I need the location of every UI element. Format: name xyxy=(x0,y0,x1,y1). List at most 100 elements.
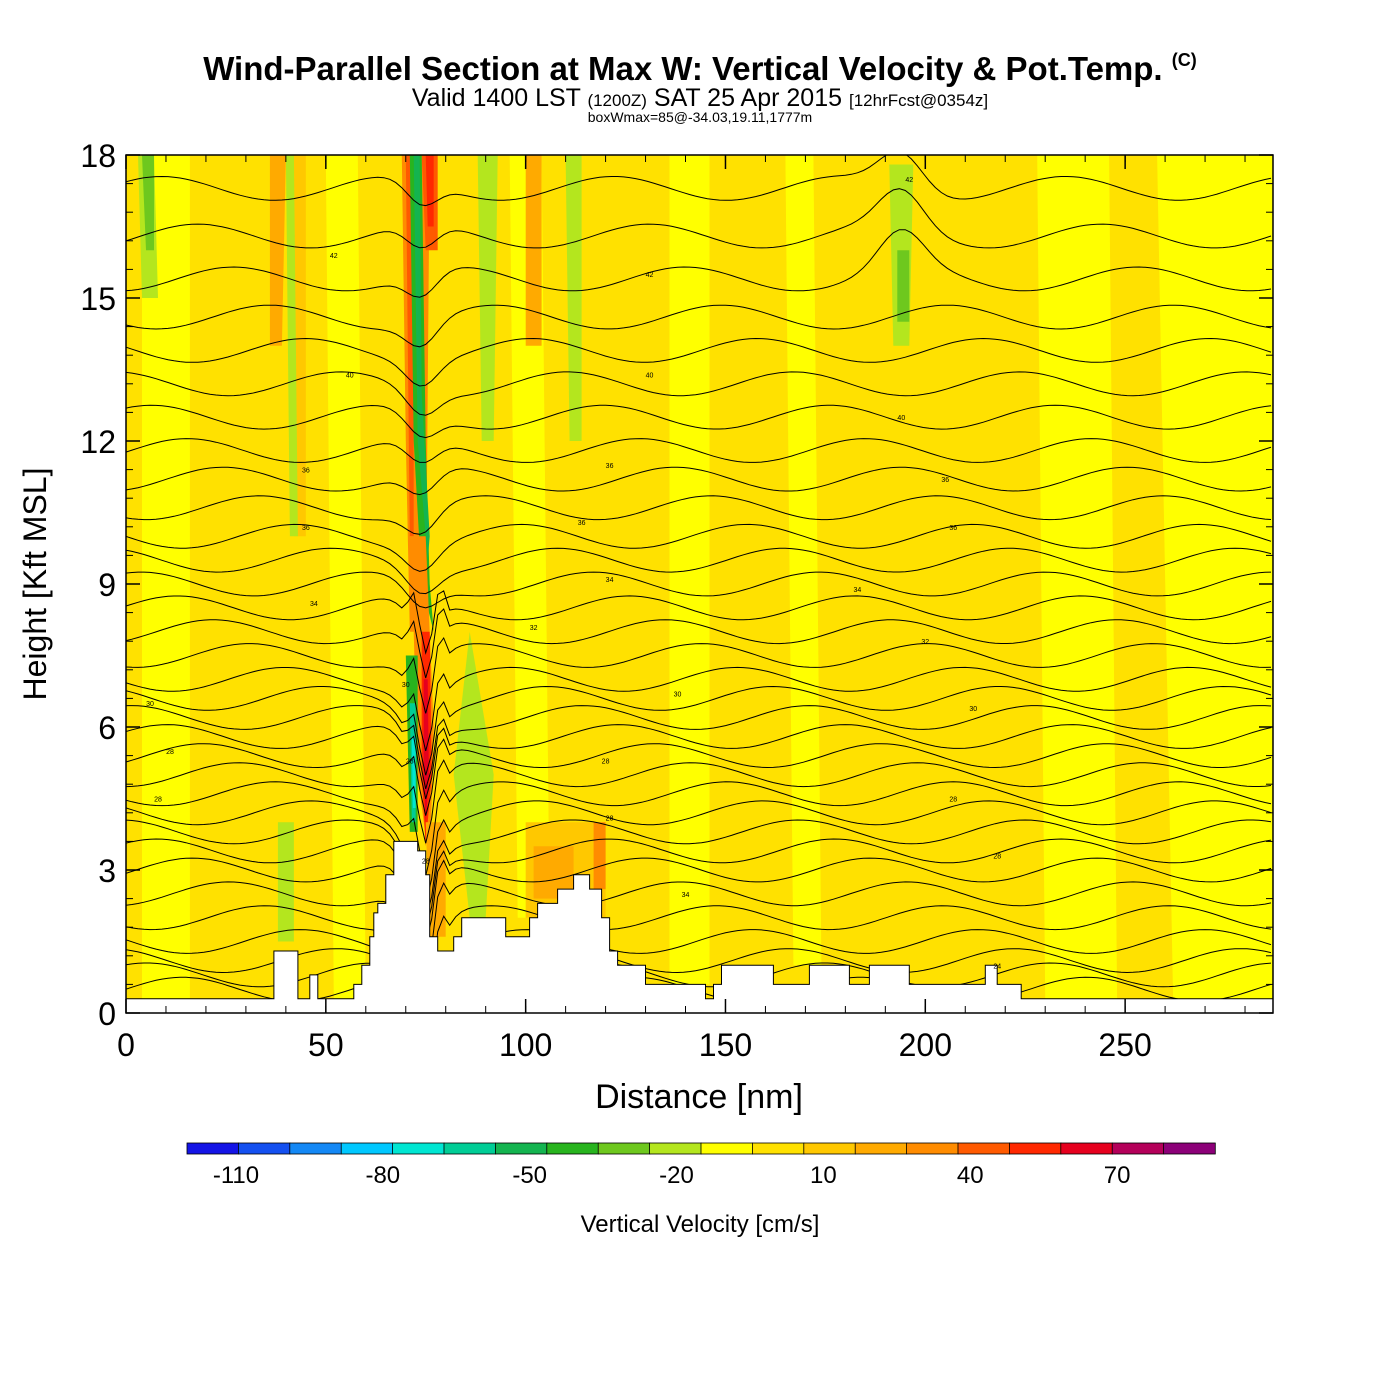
contour-label: 28 xyxy=(154,797,162,804)
theta-contour xyxy=(126,155,1272,207)
contour-label: 32 xyxy=(921,639,929,646)
colorbar-swatch xyxy=(1111,1142,1165,1155)
theta-contour xyxy=(126,404,1272,439)
theta-contour xyxy=(126,857,1272,944)
contour-label: 34 xyxy=(310,601,318,608)
contour-label: 36 xyxy=(941,477,949,484)
chart-title: Wind-Parallel Section at Max W: Vertical… xyxy=(203,50,1197,87)
x-axis-label: Distance [nm] xyxy=(595,1078,803,1116)
velocity-region xyxy=(142,155,154,251)
contour-label: 30 xyxy=(969,706,977,713)
colorbar-swatch xyxy=(803,1142,856,1155)
contour-label: 28 xyxy=(166,749,174,756)
contour-label: 42 xyxy=(905,177,913,184)
colorbar-swatch xyxy=(649,1142,702,1155)
colorbar-swatch xyxy=(906,1142,959,1155)
colorbar-tick-label: -80 xyxy=(365,1162,400,1189)
contour-label: 36 xyxy=(606,463,614,470)
y-tick-label: 9 xyxy=(98,567,116,603)
y-tick-label: 6 xyxy=(98,710,116,746)
theta-contour xyxy=(126,838,1272,930)
colorbar-swatch xyxy=(443,1142,497,1155)
x-tick-label: 200 xyxy=(899,1027,952,1063)
contour-label: 36 xyxy=(578,520,586,527)
colorbar-tick-label: -50 xyxy=(512,1162,547,1189)
colorbar-swatch xyxy=(854,1142,908,1155)
theta-contour xyxy=(126,948,1272,1013)
velocity-region xyxy=(325,155,366,999)
theta-contour xyxy=(126,495,1272,535)
theta-contour xyxy=(126,881,1272,974)
x-tick-label: 50 xyxy=(308,1027,344,1063)
contour-label: 28 xyxy=(606,816,614,823)
theta-contour xyxy=(126,705,1272,790)
contour-label: 40 xyxy=(346,372,354,379)
colorbar-swatch xyxy=(289,1142,342,1155)
contour-label: 36 xyxy=(302,468,310,475)
y-tick-label: 15 xyxy=(80,281,116,317)
velocity-region xyxy=(453,631,494,918)
theta-contour xyxy=(126,371,1272,416)
velocity-region xyxy=(277,822,294,942)
theta-contour xyxy=(126,905,1272,1012)
velocity-region xyxy=(269,155,286,346)
theta-contour xyxy=(126,571,1272,609)
theta-contour xyxy=(126,547,1272,595)
contour-label: 34 xyxy=(606,577,614,584)
contour-label: 32 xyxy=(530,625,538,632)
theta-contour xyxy=(126,229,1272,298)
velocity-region xyxy=(477,155,498,441)
colorbar-swatch xyxy=(1163,1142,1216,1155)
x-tick-label: 0 xyxy=(117,1027,135,1063)
copyright-mark: (C) xyxy=(1171,50,1197,70)
theta-contour xyxy=(126,337,1272,387)
theta-contour xyxy=(126,759,1272,844)
colorbar-swatch xyxy=(1009,1142,1062,1155)
velocity-region xyxy=(533,846,574,899)
velocity-region xyxy=(285,155,298,537)
colorbar-swatch xyxy=(957,1142,1011,1155)
colorbar-swatch xyxy=(546,1142,599,1155)
theta-contour xyxy=(126,666,1272,752)
terrain-mask xyxy=(126,840,1273,1013)
theta-contour xyxy=(126,523,1272,572)
colorbar-tick-label: -20 xyxy=(659,1162,694,1189)
y-tick-label: 12 xyxy=(80,424,116,460)
velocity-region xyxy=(785,155,822,966)
x-tick-label: 100 xyxy=(499,1027,552,1063)
velocity-region xyxy=(669,155,710,985)
colorbar-swatch xyxy=(597,1142,651,1155)
contour-label: 28 xyxy=(406,758,414,765)
contour-label: 24 xyxy=(993,963,1001,970)
contour-label: 36 xyxy=(302,525,310,532)
theta-contour xyxy=(126,590,1272,655)
y-tick-label: 18 xyxy=(80,138,116,174)
theta-contour xyxy=(126,819,1272,920)
contour-label: 42 xyxy=(646,272,654,279)
colorbar-label: Vertical Velocity [cm/s] xyxy=(581,1211,820,1238)
velocity-region xyxy=(142,155,190,999)
theta-contour xyxy=(126,608,1272,679)
contour-label: 30 xyxy=(402,682,410,689)
contour-label: 42 xyxy=(330,253,338,260)
contour-label: 28 xyxy=(949,797,957,804)
contour-label: 30 xyxy=(674,692,682,699)
colorbar-swatch xyxy=(494,1142,548,1155)
contour-label: 40 xyxy=(897,415,905,422)
y-tick-label: 0 xyxy=(98,996,116,1032)
contour-label: 28 xyxy=(602,758,610,765)
colorbar-swatch xyxy=(392,1142,445,1155)
contour-label: 36 xyxy=(949,525,957,532)
chart-subtitle: Valid 1400 LST (1200Z) SAT 25 Apr 2015 [… xyxy=(411,84,989,112)
colorbar-swatch xyxy=(186,1142,240,1155)
theta-contour xyxy=(126,685,1272,776)
velocity-region xyxy=(565,155,582,441)
theta-contour xyxy=(126,781,1272,877)
theta-contour xyxy=(126,800,1272,904)
theta-contour xyxy=(126,304,1272,348)
theta-contour xyxy=(126,438,1272,463)
colorbar-tick-label: 10 xyxy=(810,1162,837,1189)
velocity-region xyxy=(1157,155,1273,999)
velocity-region xyxy=(593,822,606,890)
